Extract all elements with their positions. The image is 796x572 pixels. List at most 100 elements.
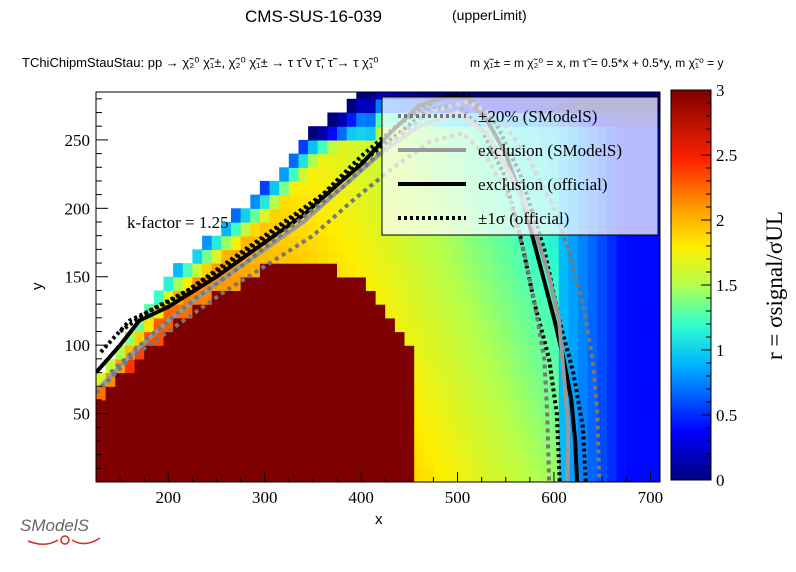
heatmap-cell <box>375 317 386 333</box>
heatmap-cell <box>327 167 338 182</box>
heatmap-cell <box>452 290 463 305</box>
heatmap-cell <box>182 331 193 346</box>
heatmap-cell <box>356 263 367 278</box>
heatmap-cell <box>202 413 213 428</box>
heatmap-cell <box>385 399 396 415</box>
heatmap-cell <box>414 317 425 333</box>
heatmap-cell <box>462 276 473 291</box>
heatmap-cell <box>279 317 290 333</box>
heatmap-cell <box>356 167 367 182</box>
heatmap-cell <box>452 427 463 442</box>
heatmap-cell <box>655 427 660 442</box>
heatmap-cell <box>375 249 386 264</box>
heatmap-cell <box>115 427 126 442</box>
heatmap-cell <box>607 413 618 428</box>
heatmap-cell <box>578 358 589 374</box>
heatmap-cell <box>481 427 492 442</box>
heatmap-cell <box>375 208 386 223</box>
heatmap-cell <box>288 194 299 209</box>
heatmap-cell <box>96 413 107 428</box>
heatmap-cell <box>211 454 222 469</box>
heatmap-cell <box>211 304 222 319</box>
heatmap-cell <box>385 468 396 482</box>
heatmap-cell <box>356 126 367 141</box>
heatmap-cell <box>500 290 512 305</box>
heatmap-cell <box>308 235 319 250</box>
heatmap-cell <box>568 468 579 482</box>
heatmap-cell <box>462 345 473 360</box>
heatmap-cell <box>529 454 540 469</box>
heatmap-cell <box>626 263 637 278</box>
heatmap-cell <box>491 304 502 319</box>
heatmap-cell <box>404 276 415 291</box>
heatmap-cell <box>433 413 444 428</box>
heatmap-cell <box>423 263 434 278</box>
heatmap-cell <box>221 290 232 305</box>
heatmap-cell <box>549 358 560 374</box>
heatmap-cell <box>337 276 348 291</box>
heatmap-cell <box>365 440 377 456</box>
heatmap-cell <box>153 468 164 482</box>
heatmap-cell <box>578 263 589 278</box>
heatmap-cell <box>221 235 232 250</box>
heatmap-cell <box>163 372 174 387</box>
heatmap-cell <box>443 331 454 346</box>
heatmap-cell <box>105 358 116 374</box>
heatmap-cell <box>443 440 454 456</box>
heatmap-cell <box>144 372 155 387</box>
heatmap-cell <box>365 276 377 291</box>
heatmap-cell <box>549 345 560 360</box>
heatmap-cell <box>221 317 232 333</box>
heatmap-cell <box>96 399 107 415</box>
heatmap-cell <box>520 468 531 482</box>
heatmap-cell <box>337 222 348 237</box>
heatmap-cell <box>365 358 377 374</box>
heatmap-cell <box>472 235 483 250</box>
heatmap-cell <box>269 331 280 346</box>
heatmap-cell <box>385 358 396 374</box>
heatmap-cell <box>443 372 454 387</box>
heatmap-cell <box>385 304 396 319</box>
colorbar-tick-label: 1 <box>716 341 725 360</box>
heatmap-cell <box>587 427 598 442</box>
heatmap-cell <box>240 290 251 305</box>
heatmap-cell <box>279 208 290 223</box>
heatmap-cell <box>105 427 116 442</box>
heatmap-cell <box>308 180 319 196</box>
heatmap-cell <box>153 440 164 456</box>
heatmap-cell <box>124 413 136 428</box>
heatmap-cell <box>346 98 357 114</box>
heatmap-cell <box>259 208 271 223</box>
heatmap-cell <box>481 358 492 374</box>
heatmap-cell <box>481 263 492 278</box>
heatmap-cell <box>452 386 463 401</box>
heatmap-cell <box>443 427 454 442</box>
heatmap-cell <box>375 180 386 196</box>
heatmap-cell <box>317 358 328 374</box>
heatmap-cell <box>356 222 367 237</box>
heatmap-cell <box>394 468 406 482</box>
heatmap-cell <box>356 427 367 442</box>
heatmap-cell <box>578 249 589 264</box>
heatmap-cell <box>462 249 473 264</box>
heatmap-cell <box>626 413 637 428</box>
heatmap-cell <box>144 440 155 456</box>
heatmap-cell <box>317 304 328 319</box>
heatmap-cell <box>308 468 319 482</box>
heatmap-cell <box>250 317 261 333</box>
heatmap-cell <box>375 276 386 291</box>
heatmap-cell <box>173 345 184 360</box>
chart-title: CMS-SUS-16-039 <box>245 7 382 26</box>
heatmap-cell <box>356 440 367 456</box>
heatmap-cell <box>269 304 280 319</box>
heatmap-cell <box>404 427 415 442</box>
heatmap-cell <box>404 290 415 305</box>
heatmap-cell <box>481 413 492 428</box>
heatmap-cell <box>500 468 512 482</box>
heatmap-cell <box>626 304 637 319</box>
heatmap-cell <box>558 235 569 250</box>
heatmap-cell <box>346 180 357 196</box>
heatmap-cell <box>520 427 531 442</box>
heatmap-cell <box>626 358 637 374</box>
